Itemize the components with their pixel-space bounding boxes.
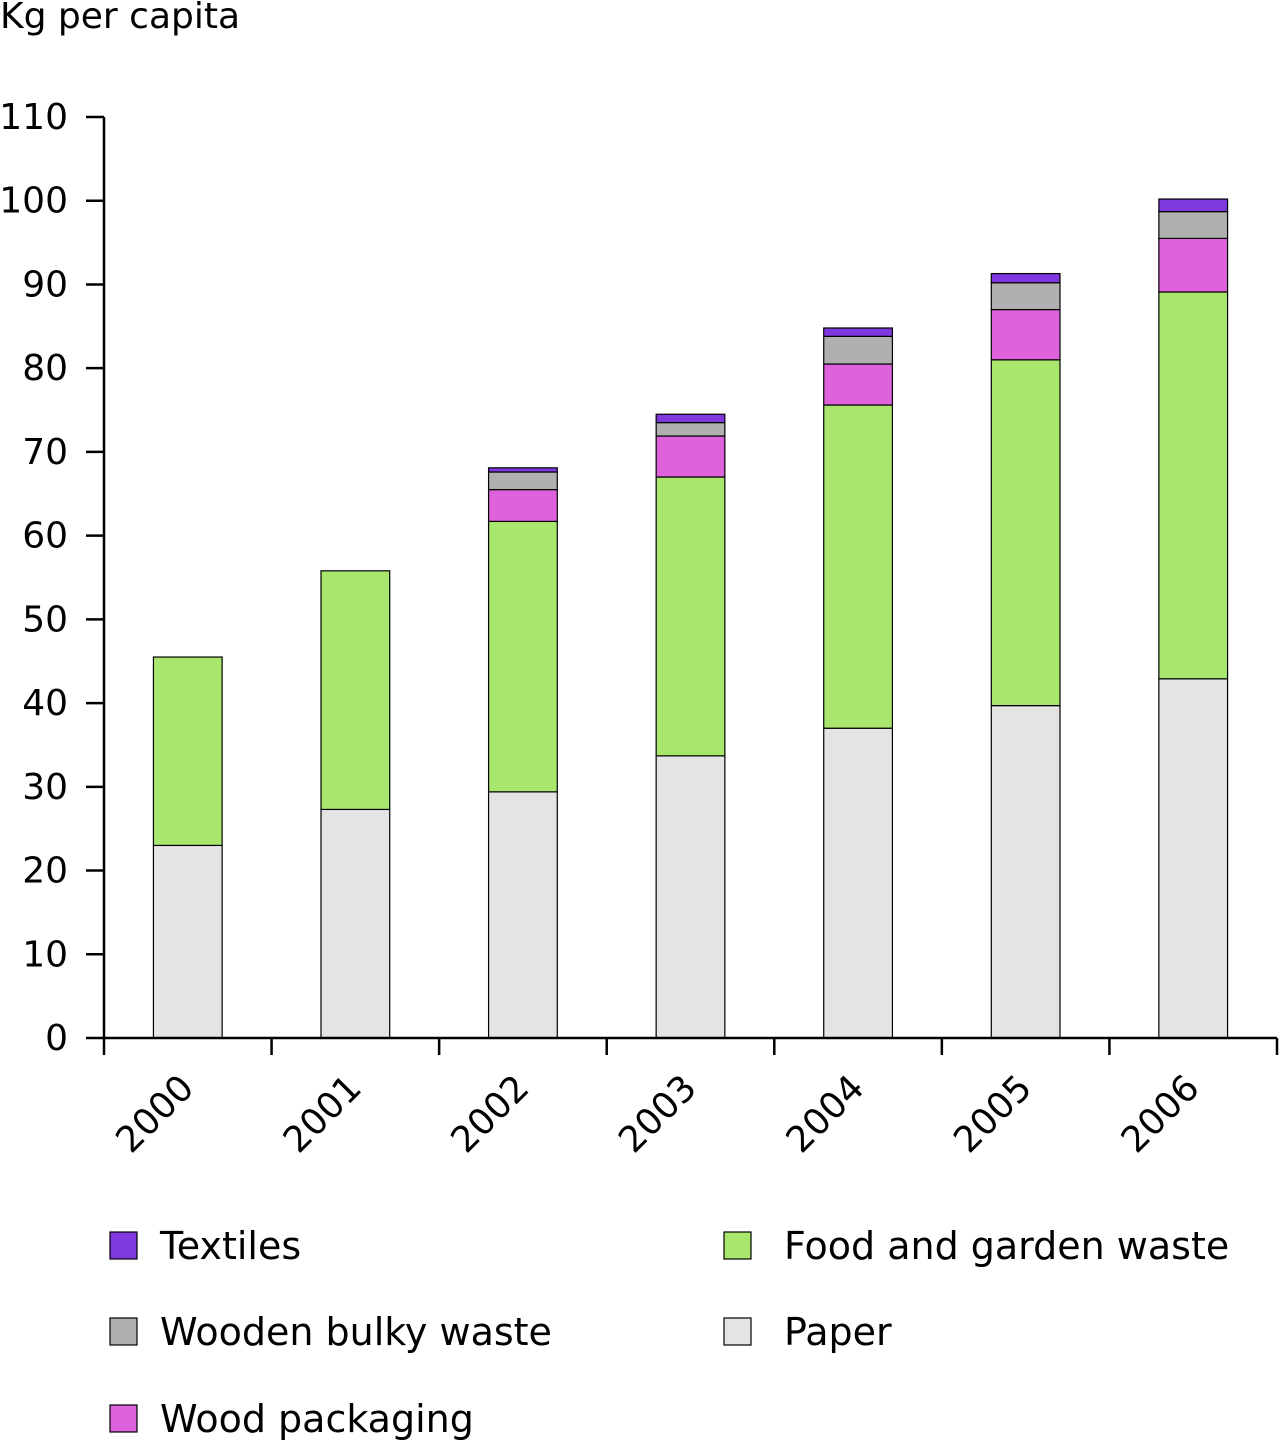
y-tick-label: 30 [22, 767, 68, 808]
bar-segment [990, 272, 1061, 284]
bar-segment [1158, 291, 1229, 680]
bar-segment [152, 844, 223, 1039]
bar-segment [823, 363, 894, 406]
bar-segment [487, 488, 558, 523]
bar-segment [487, 467, 558, 473]
bar-segment [823, 727, 894, 1039]
bar-segment [990, 282, 1061, 311]
bar-segment [655, 435, 726, 478]
bar-segment [1158, 198, 1229, 213]
legend-label: Textiles [159, 1224, 301, 1268]
bar-segment [990, 359, 1061, 707]
y-axis-label: Kg per capita [0, 0, 240, 37]
x-axis: 2000 2001 2002 2003 2004 2005 2006 [102, 1036, 1279, 1161]
bar-segment [655, 422, 726, 437]
y-tick-label: 80 [22, 348, 68, 389]
bar-segment [1158, 237, 1229, 293]
y-tick-label: 10 [22, 934, 68, 975]
y-tick-label: 40 [22, 683, 68, 724]
bar-segment [990, 308, 1061, 361]
x-tick-label: 2004 [779, 1067, 873, 1161]
bar-segment [320, 808, 391, 1039]
bar-segment [1158, 678, 1229, 1039]
legend-label: Wooden bulky waste [160, 1310, 552, 1354]
legend-label: Paper [784, 1310, 892, 1354]
y-tick-label: 60 [22, 516, 68, 557]
legend-label: Wood packaging [160, 1397, 474, 1441]
bar-segment [655, 413, 726, 424]
legend-swatch [723, 1317, 752, 1346]
y-tick-label: 90 [22, 264, 68, 305]
y-tick-label: 20 [22, 851, 68, 892]
y-axis: 0 10 20 30 40 50 60 70 80 90 100 110 [0, 97, 106, 1059]
bar-segment [320, 570, 391, 811]
bar-segment [823, 327, 894, 337]
bars [152, 198, 1229, 1039]
y-tick-label: 50 [22, 599, 68, 640]
x-tick-label: 2001 [276, 1067, 370, 1161]
legend-swatch [723, 1231, 752, 1260]
x-tick-label: 2005 [946, 1067, 1040, 1161]
bar-segment [655, 476, 726, 757]
x-tick-label: 2006 [1114, 1067, 1208, 1161]
bar-segment [823, 335, 894, 365]
legend: Textiles Food and garden waste Wooden bulk… [109, 1224, 1229, 1441]
legend-swatch [109, 1404, 138, 1433]
bar-segment [823, 404, 894, 729]
bar-segment [487, 520, 558, 793]
bar-segment [487, 791, 558, 1039]
bar-segment [990, 705, 1061, 1039]
bar-segment [1158, 211, 1229, 240]
x-tick-label: 2003 [611, 1067, 705, 1161]
x-tick-label: 2002 [444, 1067, 538, 1161]
y-tick-label: 0 [45, 1018, 68, 1059]
legend-label: Food and garden waste [784, 1224, 1229, 1268]
y-tick-label: 70 [22, 432, 68, 473]
bar-segment [487, 471, 558, 491]
x-tick-label: 2000 [108, 1067, 202, 1161]
bar-segment [655, 755, 726, 1039]
legend-swatch [109, 1231, 138, 1260]
y-tick-label: 100 [0, 181, 68, 222]
legend-swatch [109, 1317, 138, 1346]
bar-segment [152, 656, 223, 847]
y-tick-label: 110 [0, 97, 68, 138]
